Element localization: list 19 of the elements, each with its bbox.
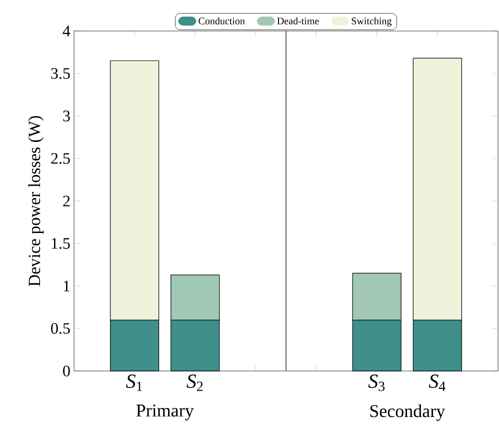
y-tick-label: 0.5 — [51, 323, 70, 334]
y-tick-label: 3 — [63, 110, 70, 122]
x-tick-label: S$_{3}$ — [368, 374, 385, 392]
x-tick-label: S$_{4}$ — [428, 374, 446, 391]
y-tick-label: 3.5 — [51, 68, 70, 79]
text: Secondary — [370, 404, 446, 421]
text: Primary — [136, 404, 194, 420]
y-tick-label: 2 — [63, 196, 70, 206]
y-tick-label: 4 — [62, 26, 70, 36]
legend-label: Conduction — [198, 17, 245, 24]
y-tick-label: 2.5 — [51, 153, 70, 164]
x-tick-label: S$_{2}$ — [186, 374, 203, 391]
x-tick-label: S$_{1}$ — [126, 374, 142, 391]
y-tick-label: 1 — [64, 280, 70, 292]
y-tick-label: 1.5 — [52, 238, 70, 249]
legend-label: Switching — [352, 17, 392, 26]
y-tick-label: 0 — [63, 366, 70, 376]
y-axis-title: Device power losses (W) — [28, 116, 44, 286]
legend-label: Dead-time — [277, 17, 319, 24]
